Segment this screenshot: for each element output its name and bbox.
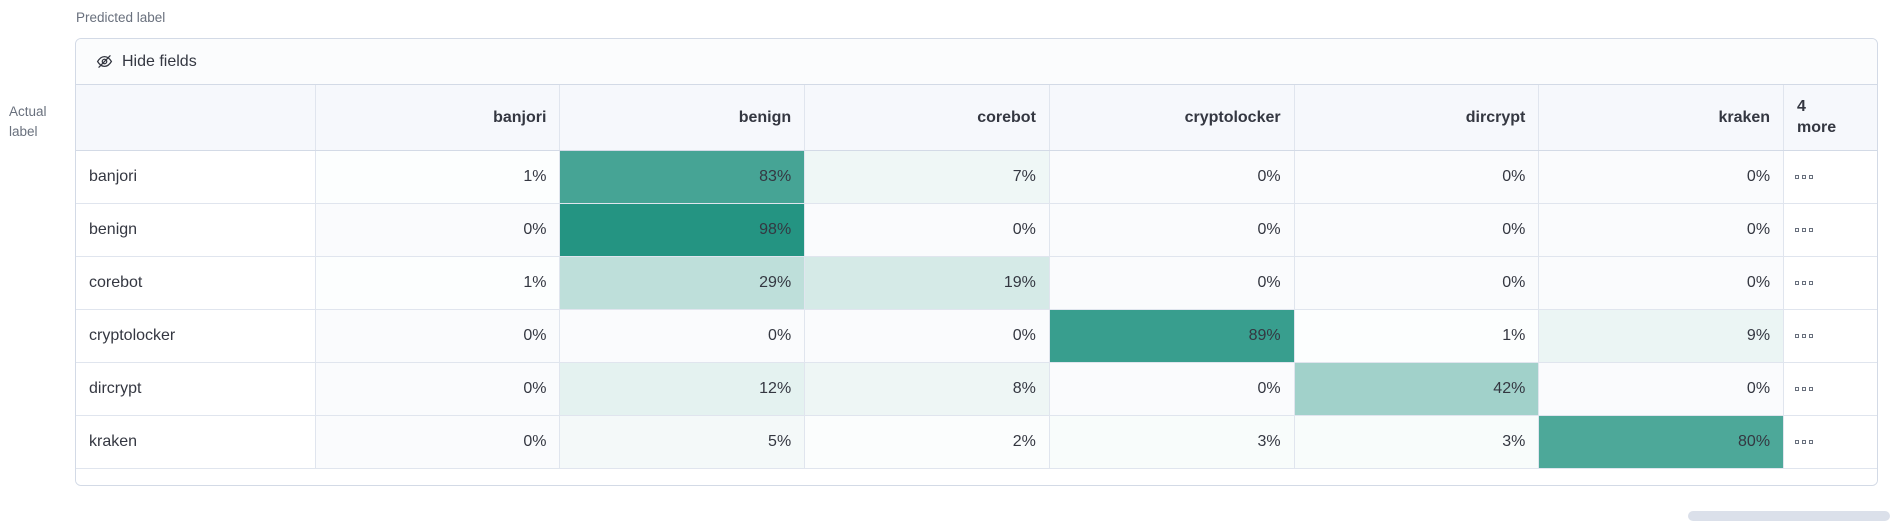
matrix-cell-banjori-cryptolocker[interactable]: 0% xyxy=(1049,151,1295,203)
row-label[interactable]: kraken xyxy=(76,416,316,468)
matrix-cell-banjori-kraken[interactable]: 0% xyxy=(1539,151,1785,203)
matrix-cell-cryptolocker-benign[interactable]: 0% xyxy=(560,310,806,362)
column-header-corebot[interactable]: corebot xyxy=(805,85,1050,150)
matrix-cell-banjori-benign[interactable]: 83% xyxy=(560,151,806,203)
column-header-dircrypt[interactable]: dircrypt xyxy=(1295,85,1540,150)
matrix-cell-cryptolocker-kraken[interactable]: 9% xyxy=(1539,310,1785,362)
column-header-more[interactable]: 4 more xyxy=(1797,97,1837,136)
matrix-cell-corebot-benign[interactable]: 29% xyxy=(560,257,806,309)
matrix-cell-kraken-dircrypt[interactable]: 3% xyxy=(1295,416,1540,468)
matrix-row-banjori: banjori 1% 83% 7% 0% 0% 0% xyxy=(76,151,1877,204)
matrix-cell-dircrypt-cryptolocker[interactable]: 0% xyxy=(1049,363,1295,415)
grid-toolbar: Hide fields xyxy=(76,39,1877,85)
eye-slash-icon xyxy=(96,53,113,70)
boxes-horizontal-icon[interactable] xyxy=(1795,387,1814,391)
matrix-cell-cryptolocker-cryptolocker[interactable]: 89% xyxy=(1049,310,1295,362)
matrix-cell-dircrypt-corebot[interactable]: 8% xyxy=(805,363,1050,415)
matrix-cell-corebot-corebot[interactable]: 19% xyxy=(805,257,1050,309)
matrix-cell-dircrypt-kraken[interactable]: 0% xyxy=(1539,363,1785,415)
row-overflow-cell xyxy=(1784,416,1877,468)
matrix-cell-corebot-kraken[interactable]: 0% xyxy=(1539,257,1785,309)
row-label[interactable]: cryptolocker xyxy=(76,310,316,362)
row-overflow-cell xyxy=(1784,151,1877,203)
boxes-horizontal-icon[interactable] xyxy=(1795,228,1814,232)
matrix-cell-benign-benign[interactable]: 98% xyxy=(560,204,806,256)
matrix-cell-benign-cryptolocker[interactable]: 0% xyxy=(1049,204,1295,256)
boxes-horizontal-icon[interactable] xyxy=(1795,334,1814,338)
predicted-axis-label: Predicted label xyxy=(76,10,166,25)
matrix-cell-dircrypt-benign[interactable]: 12% xyxy=(560,363,806,415)
matrix-cell-corebot-dircrypt[interactable]: 0% xyxy=(1294,257,1540,309)
matrix-row-corebot: corebot 1% 29% 19% 0% 0% 0% xyxy=(76,257,1877,310)
column-header-kraken[interactable]: kraken xyxy=(1539,85,1785,150)
row-overflow-cell xyxy=(1784,204,1877,256)
row-label[interactable]: dircrypt xyxy=(76,363,316,415)
row-label[interactable]: banjori xyxy=(76,151,316,203)
matrix-cell-banjori-banjori[interactable]: 1% xyxy=(316,151,561,203)
matrix-row-dircrypt: dircrypt 0% 12% 8% 0% 42% 0% xyxy=(76,363,1877,416)
column-header-benign[interactable]: benign xyxy=(560,85,806,150)
boxes-horizontal-icon[interactable] xyxy=(1795,440,1814,444)
matrix-cell-kraken-benign[interactable]: 5% xyxy=(560,416,806,468)
row-label[interactable]: benign xyxy=(76,204,316,256)
row-overflow-cell xyxy=(1784,310,1877,362)
matrix-cell-kraken-corebot[interactable]: 2% xyxy=(805,416,1050,468)
matrix-cell-cryptolocker-banjori[interactable]: 0% xyxy=(315,310,561,362)
column-header-banjori[interactable]: banjori xyxy=(316,85,561,150)
matrix-cell-cryptolocker-corebot[interactable]: 0% xyxy=(805,310,1050,362)
column-header-cryptolocker[interactable]: cryptolocker xyxy=(1050,85,1295,150)
matrix-cell-benign-corebot[interactable]: 0% xyxy=(805,204,1050,256)
horizontal-scrollbar-thumb[interactable] xyxy=(1688,511,1890,521)
matrix-cell-banjori-dircrypt[interactable]: 0% xyxy=(1294,151,1540,203)
matrix-cell-banjori-corebot[interactable]: 7% xyxy=(805,151,1050,203)
matrix-cell-benign-kraken[interactable]: 0% xyxy=(1539,204,1785,256)
matrix-cell-corebot-banjori[interactable]: 1% xyxy=(316,257,561,309)
header-row: banjori benign corebot cryptolocker dircrypt… xyxy=(76,85,1877,151)
hide-fields-label: Hide fields xyxy=(122,52,197,70)
matrix-cell-cryptolocker-dircrypt[interactable]: 1% xyxy=(1295,310,1540,362)
matrix-row-kraken: kraken 0% 5% 2% 3% 3% 80% xyxy=(76,416,1877,469)
row-label[interactable]: corebot xyxy=(76,257,316,309)
grid-body: banjori 1% 83% 7% 0% 0% 0% benign 0% 98% 0% 0% 0% 0% c… xyxy=(76,151,1877,469)
matrix-cell-corebot-cryptolocker[interactable]: 0% xyxy=(1049,257,1295,309)
matrix-cell-kraken-cryptolocker[interactable]: 3% xyxy=(1050,416,1295,468)
grid-footer-spacer xyxy=(76,469,1877,485)
matrix-cell-kraken-banjori[interactable]: 0% xyxy=(315,416,561,468)
matrix-row-benign: benign 0% 98% 0% 0% 0% 0% xyxy=(76,204,1877,257)
matrix-cell-kraken-kraken[interactable]: 80% xyxy=(1539,416,1785,468)
boxes-horizontal-icon[interactable] xyxy=(1795,281,1814,285)
row-overflow-cell xyxy=(1784,363,1877,415)
confusion-matrix-grid: Hide fields banjori benign corebot cryptolo… xyxy=(75,38,1878,486)
row-overflow-cell xyxy=(1784,257,1877,309)
boxes-horizontal-icon[interactable] xyxy=(1795,175,1814,179)
actual-axis-label: Actual label xyxy=(9,104,47,140)
matrix-cell-benign-dircrypt[interactable]: 0% xyxy=(1294,204,1540,256)
hide-fields-button[interactable]: Hide fields xyxy=(90,49,203,75)
matrix-cell-benign-banjori[interactable]: 0% xyxy=(315,204,561,256)
matrix-cell-dircrypt-dircrypt[interactable]: 42% xyxy=(1294,363,1540,415)
corner-header-cell xyxy=(76,85,316,150)
matrix-row-cryptolocker: cryptolocker 0% 0% 0% 89% 1% 9% xyxy=(76,310,1877,363)
matrix-cell-dircrypt-banjori[interactable]: 0% xyxy=(315,363,561,415)
